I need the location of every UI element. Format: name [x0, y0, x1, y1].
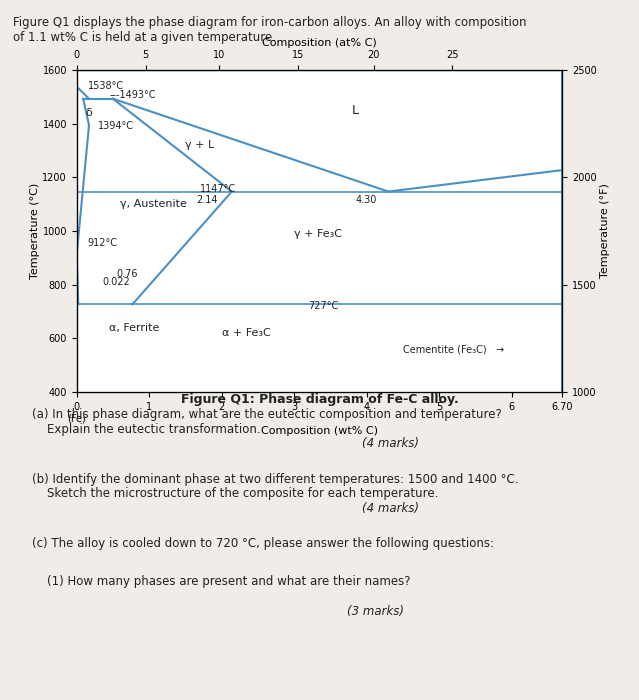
- Text: γ, Austenite: γ, Austenite: [120, 199, 187, 209]
- Text: 0.022: 0.022: [102, 277, 130, 287]
- Text: (3 marks): (3 marks): [32, 605, 404, 618]
- Text: γ + Fe₃C: γ + Fe₃C: [294, 229, 342, 239]
- Text: δ: δ: [86, 108, 92, 118]
- X-axis label: Composition (at% C): Composition (at% C): [262, 38, 377, 48]
- Text: 0.76: 0.76: [116, 269, 138, 279]
- Text: Cementite (Fe₃C)   →: Cementite (Fe₃C) →: [403, 344, 504, 354]
- Text: ---1493°C: ---1493°C: [109, 90, 156, 101]
- Text: 2.14: 2.14: [196, 195, 218, 205]
- Text: (c) The alloy is cooled down to 720 °C, please answer the following questions:: (c) The alloy is cooled down to 720 °C, …: [32, 537, 494, 550]
- Text: γ + L: γ + L: [185, 140, 215, 150]
- Y-axis label: Temperature (°C): Temperature (°C): [29, 183, 40, 279]
- Y-axis label: Temperature (°F): Temperature (°F): [599, 183, 610, 279]
- Text: 1538°C: 1538°C: [88, 81, 124, 91]
- Text: 1147°C: 1147°C: [200, 184, 236, 195]
- X-axis label: Composition (wt% C): Composition (wt% C): [261, 426, 378, 436]
- Text: L: L: [352, 104, 359, 117]
- Text: Figure Q1 displays the phase diagram for iron-carbon alloys. An alloy with compo: Figure Q1 displays the phase diagram for…: [13, 17, 526, 45]
- Text: (4 marks): (4 marks): [32, 438, 419, 450]
- Text: (a) In this phase diagram, what are the eutectic composition and temperature?
  : (a) In this phase diagram, what are the …: [32, 408, 502, 436]
- Text: 4.30: 4.30: [356, 195, 377, 205]
- Text: Figure Q1: Phase diagram of Fe-C alloy.: Figure Q1: Phase diagram of Fe-C alloy.: [181, 393, 458, 405]
- Text: 912°C: 912°C: [88, 238, 118, 248]
- Text: α, Ferrite: α, Ferrite: [109, 323, 160, 332]
- Text: α + Fe₃C: α + Fe₃C: [222, 328, 270, 338]
- Text: (b) Identify the dominant phase at two different temperatures: 1500 and 1400 °C.: (b) Identify the dominant phase at two d…: [32, 473, 518, 500]
- Text: 727°C: 727°C: [309, 301, 339, 311]
- Text: (4 marks): (4 marks): [32, 502, 419, 515]
- Text: (1) How many phases are present and what are their names?: (1) How many phases are present and what…: [32, 575, 410, 589]
- Text: 1394°C: 1394°C: [98, 121, 134, 132]
